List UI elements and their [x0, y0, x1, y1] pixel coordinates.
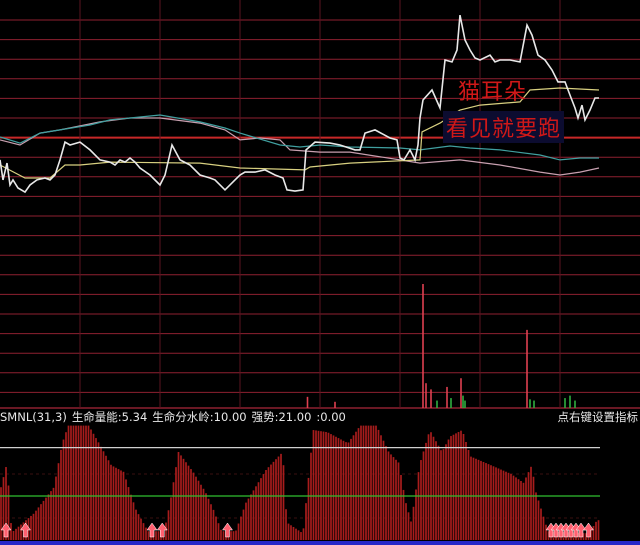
annotation-cat-ears: 猫耳朵 [458, 80, 528, 105]
pink-line [0, 117, 600, 176]
indicator-name[interactable]: SMNL(31,3) [0, 410, 67, 424]
average-line [0, 87, 600, 179]
buy-arrow-icon [146, 522, 158, 538]
indicator-watershed: 生命分水岭:10.00 [152, 410, 247, 424]
buy-arrow-icon [575, 522, 587, 538]
bottom-border [0, 541, 640, 545]
indicator-extra: :0.00 [316, 410, 346, 424]
annotation-run-away: 看见就要跑 [443, 111, 565, 143]
buy-arrow-icon [583, 522, 594, 538]
indicator-header: SMNL(31,3) 生命量能:5.34 生命分水岭:10.00 强势:21.00 :0… [0, 409, 351, 425]
buy-arrow-icon [0, 522, 12, 538]
price-line [0, 14, 599, 194]
buy-arrow-icon [156, 522, 168, 538]
indicator-energy: 生命量能:5.34 [71, 410, 148, 424]
buy-arrow-icon [222, 522, 233, 538]
cyan-line [0, 114, 599, 161]
indicator-strong: 强势:21.00 [251, 410, 312, 424]
buy-arrow-icon [20, 522, 31, 538]
indicator-settings-hint[interactable]: 点右键设置指标 [557, 410, 639, 424]
